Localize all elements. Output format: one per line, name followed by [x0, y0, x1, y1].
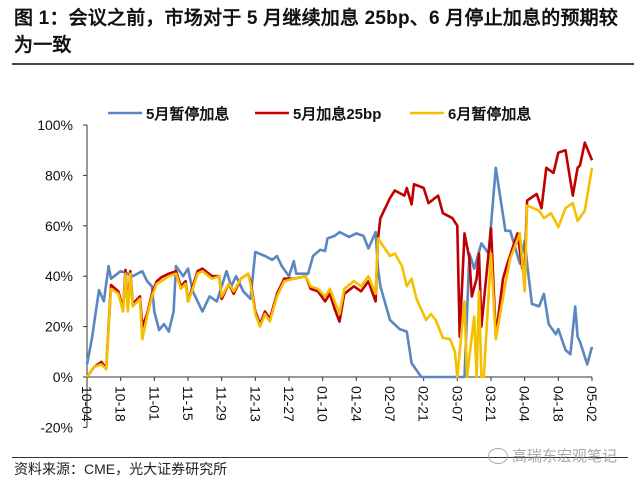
- x-tick-label: 03-21: [483, 386, 499, 422]
- source-note: 资料来源：CME，光大证券研究所: [14, 461, 228, 477]
- x-tick-label: 01-10: [315, 386, 331, 422]
- legend-label-3: 6月暂停加息: [448, 105, 531, 123]
- y-tick-label: 40%: [45, 268, 73, 284]
- x-tick-label: 11-01: [146, 386, 162, 421]
- x-tick-label: 11-15: [180, 386, 196, 421]
- series-line-3: [85, 167, 594, 379]
- watermark-text: 高瑞东宏观笔记: [512, 448, 618, 465]
- wechat-icon: [488, 447, 508, 464]
- x-tick-label: 04-04: [517, 386, 533, 422]
- x-tick-label: 11-29: [214, 386, 230, 421]
- y-tick-label: 60%: [45, 218, 73, 234]
- x-tick-label: 02-21: [416, 386, 432, 422]
- y-tick-label: 100%: [37, 117, 73, 133]
- x-tick-label: 12-13: [247, 386, 263, 422]
- y-tick-label: 0%: [53, 369, 73, 385]
- y-tick-label: 80%: [45, 167, 73, 183]
- legend: 5月暂停加息 5月加息25bp 6月暂停加息: [108, 105, 531, 123]
- legend-label-2: 5月加息25bp: [293, 105, 381, 123]
- axes: -20% 0% 20% 40% 60% 80% 100% 10-04 10-18 11-01 11-…: [37, 117, 600, 435]
- series-lines: [85, 141, 594, 379]
- footer-divider: [12, 457, 628, 458]
- legend-label-1: 5月暂停加息: [146, 105, 229, 123]
- chart-title: 图 1：会议之前，市场对于 5 月继续加息 25bp、6 月停止加息的预期较为一…: [14, 8, 619, 56]
- x-tick-label: 10-04: [79, 386, 95, 422]
- x-tick-label: 03-07: [449, 386, 465, 422]
- title-divider: [12, 63, 634, 65]
- series-line-1: [85, 166, 594, 379]
- y-tick-label: -20%: [40, 419, 73, 435]
- y-tick-label: 20%: [45, 319, 73, 335]
- series-line-2: [85, 141, 594, 378]
- x-tick-label: 05-02: [584, 386, 600, 422]
- x-tick-label: 04-18: [550, 386, 566, 422]
- watermark: 高瑞东宏观笔记: [488, 445, 617, 466]
- x-tick-label: 10-18: [113, 386, 129, 422]
- x-tick-label: 02-07: [382, 386, 398, 422]
- x-tick-label: 01-24: [348, 386, 364, 422]
- x-tick-label: 12-27: [281, 386, 297, 422]
